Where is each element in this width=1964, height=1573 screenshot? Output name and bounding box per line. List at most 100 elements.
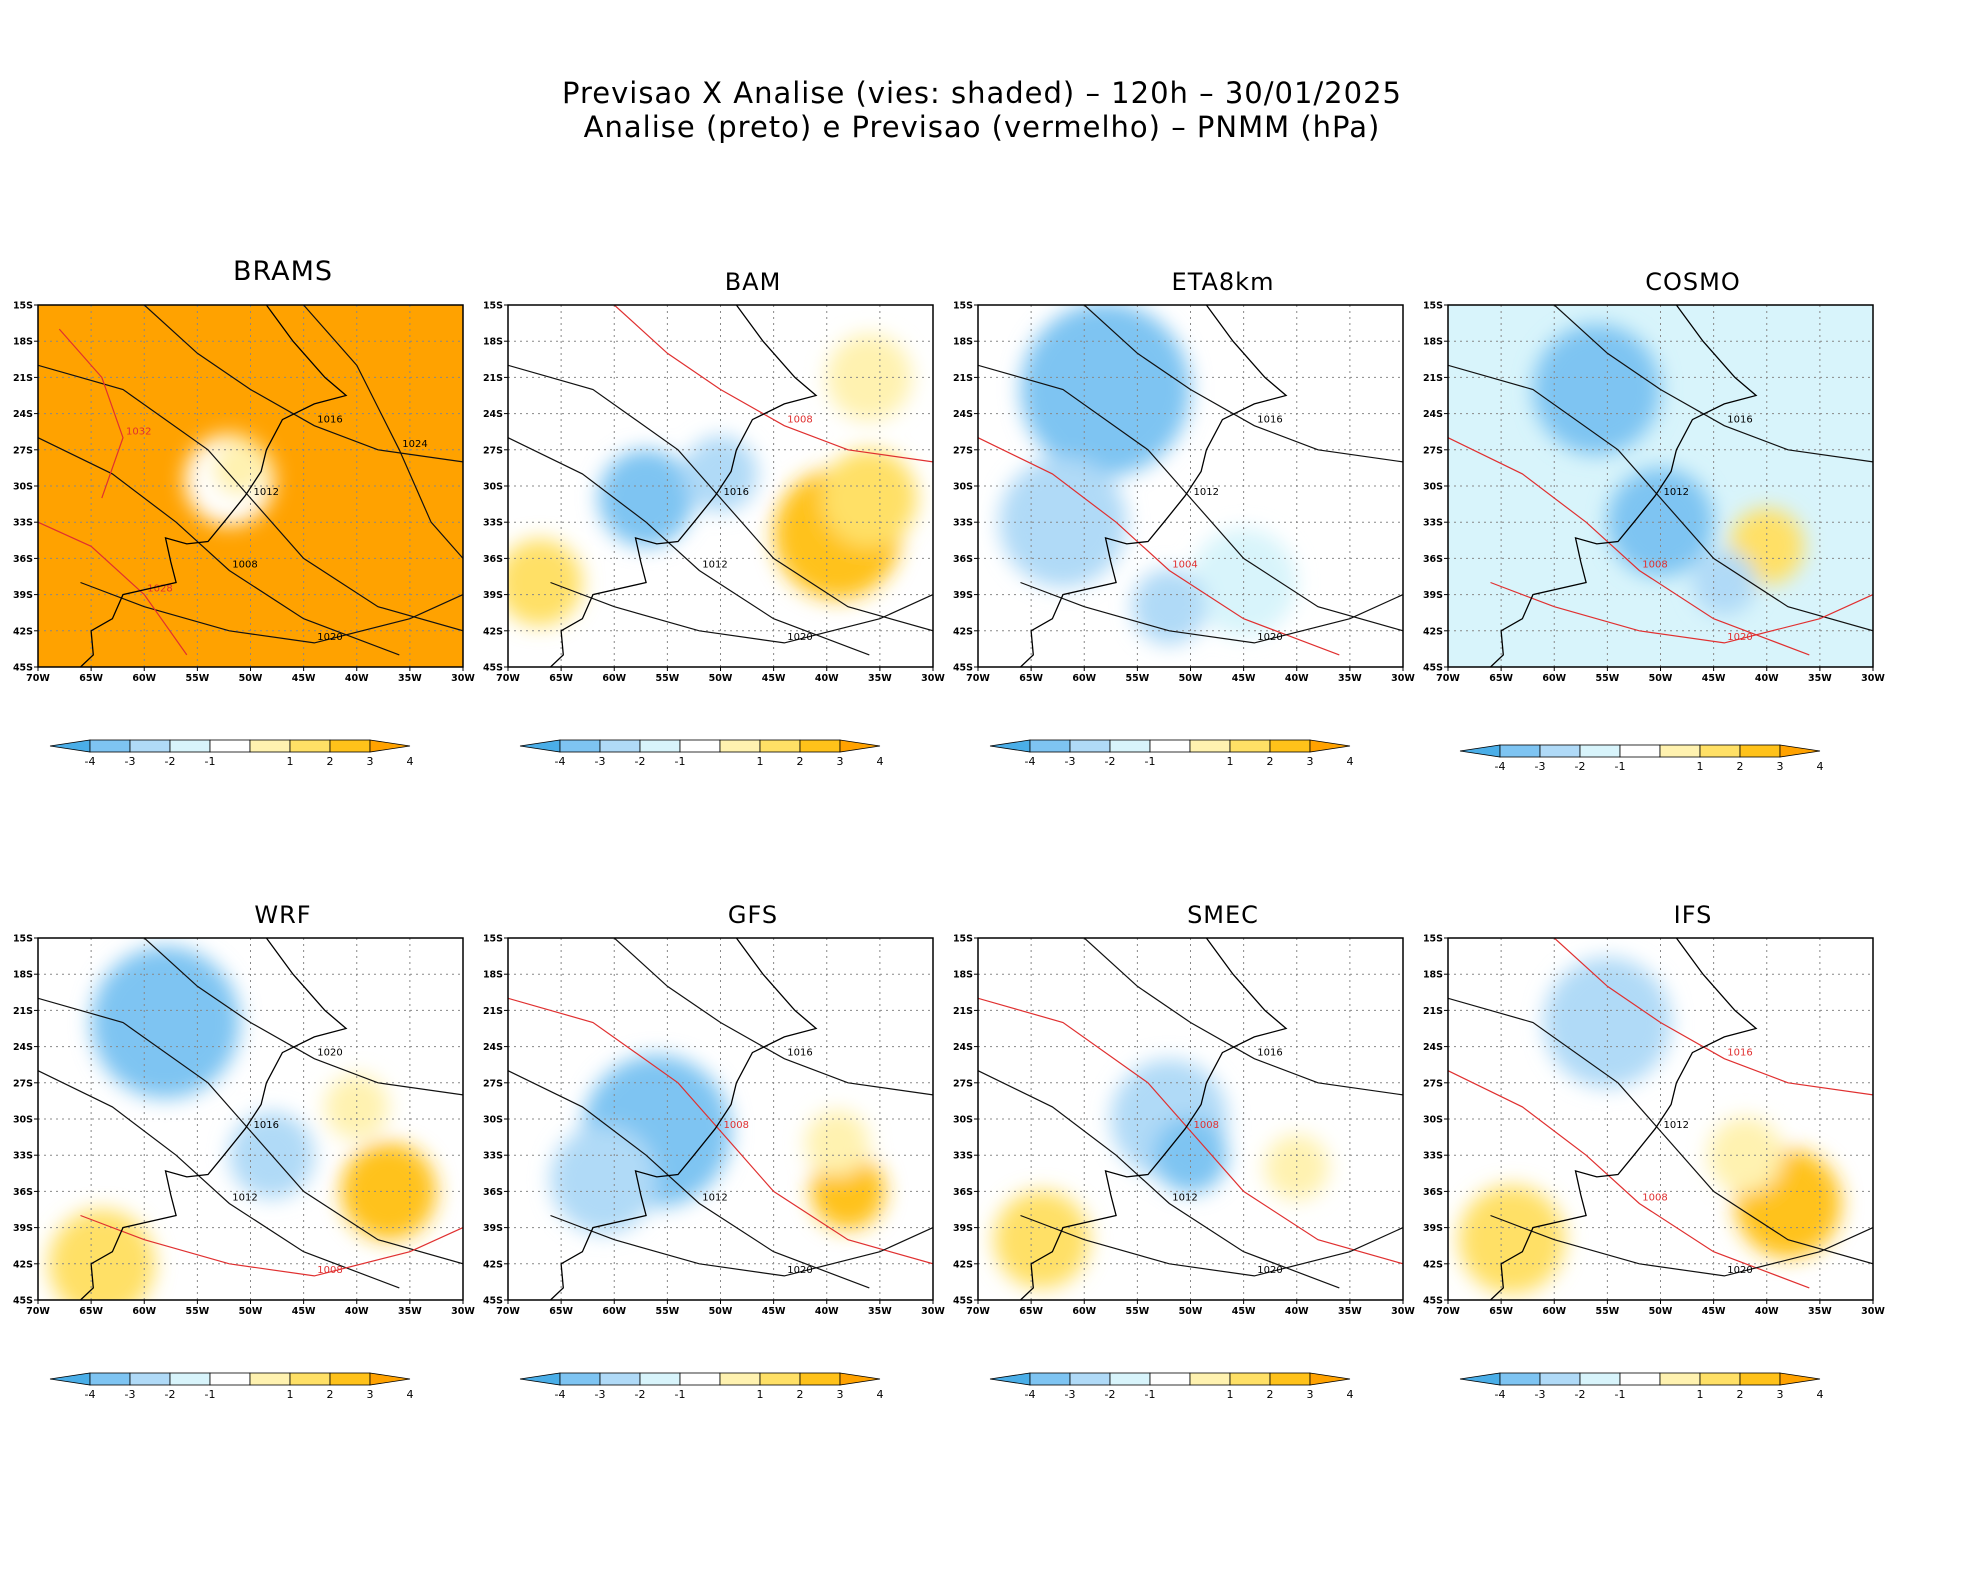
lon-tick-label: 55W — [1596, 673, 1620, 684]
lat-tick-label: 24S — [483, 1042, 503, 1053]
lon-tick-label: 35W — [398, 1306, 422, 1317]
lat-tick-label: 24S — [483, 409, 503, 420]
lon-tick-label: 55W — [186, 673, 210, 684]
coastline — [1490, 938, 1758, 1300]
colorbar-label: -3 — [125, 1388, 136, 1401]
colorbar-segment — [559, 1372, 601, 1386]
panel-title: BRAMS — [232, 256, 334, 287]
isobar-line — [508, 997, 933, 1265]
colorbar-label: -4 — [1495, 760, 1506, 773]
lon-tick-label: 30W — [1391, 1306, 1415, 1317]
isobar-line — [1448, 1070, 1810, 1289]
map-svg: 1012 1008 1016 1020 1024 1028 1032 15S 18S 21S 24S… — [13, 301, 475, 769]
lon-tick-label: 35W — [868, 1306, 892, 1317]
colorbar-segment — [989, 739, 1031, 753]
colorbar: -4 -3 -2 -1 1 2 3 4 — [989, 1372, 1354, 1401]
lat-tick-label: 21S — [953, 1006, 973, 1017]
lon-tick-label: 55W — [656, 1306, 680, 1317]
lat-tick-label: 27S — [13, 445, 33, 456]
map-panel-ifs: IFS 1012 1008 1016 1020 15S 18S 21S 24S 27S 30S 33S… — [1423, 853, 1918, 1573]
lat-tick-label: 30S — [953, 1115, 973, 1126]
lat-tick-label: 27S — [1423, 1078, 1443, 1089]
lat-tick-label: 18S — [483, 337, 503, 348]
lon-tick-label: 55W — [656, 673, 680, 684]
colorbar-label: 2 — [1267, 755, 1274, 768]
colorbar-label: -4 — [1495, 1388, 1506, 1401]
colorbar-label: 1 — [1697, 1388, 1704, 1401]
lat-tick-label: 21S — [13, 373, 33, 384]
colorbar-segment — [719, 1372, 761, 1386]
lat-tick-label: 21S — [953, 373, 973, 384]
lat-tick-label: 15S — [483, 934, 503, 945]
colorbar-segment — [89, 739, 131, 753]
isobar-line — [143, 305, 463, 463]
colorbar-label: 4 — [1817, 1388, 1824, 1401]
lat-tick-label: 27S — [953, 1078, 973, 1089]
colorbar-label: -1 — [205, 1388, 216, 1401]
lon-tick-label: 65W — [549, 673, 573, 684]
lat-tick-label: 24S — [953, 1042, 973, 1053]
colorbar-segment — [1189, 1372, 1231, 1386]
colorbar-label: 4 — [1347, 755, 1354, 768]
lat-tick-label: 33S — [953, 518, 973, 529]
colorbar-label: -2 — [1575, 1388, 1586, 1401]
colorbar-label: -2 — [635, 1388, 646, 1401]
colorbar-label: 3 — [1777, 760, 1784, 773]
colorbar-label: -1 — [1145, 1388, 1156, 1401]
colorbar-label: 1 — [757, 755, 764, 768]
isobar-label: 1016 — [724, 487, 749, 498]
panel-title: IFS — [1673, 901, 1713, 929]
lat-tick-label: 30S — [13, 1115, 33, 1126]
lat-tick-label: 42S — [1423, 626, 1443, 637]
coastline — [1490, 305, 1758, 667]
colorbar-label: 1 — [287, 755, 294, 768]
colorbar-segment — [1069, 739, 1111, 753]
isobar-line — [38, 364, 463, 632]
colorbar-segment — [599, 739, 641, 753]
panel-title: WRF — [254, 901, 312, 929]
bias-shade — [48, 1209, 155, 1300]
lon-tick-label: 50W — [1179, 1306, 1203, 1317]
lat-tick-label: 39S — [953, 1223, 973, 1234]
isobar-label: 1012 — [1172, 1192, 1197, 1203]
colorbar-segment — [249, 739, 291, 753]
colorbar-label: 4 — [877, 1388, 884, 1401]
lat-tick-label: 18S — [13, 337, 33, 348]
coastline — [1020, 938, 1288, 1300]
colorbar-label: 4 — [407, 1388, 414, 1401]
lat-tick-label: 39S — [1423, 590, 1443, 601]
lat-tick-label: 15S — [483, 301, 503, 312]
lon-tick-label: 30W — [451, 673, 475, 684]
isobar-label: 1016 — [1727, 415, 1752, 426]
colorbar-label: -4 — [555, 1388, 566, 1401]
coastline — [550, 305, 818, 667]
colorbar-label: -2 — [165, 1388, 176, 1401]
lon-tick-label: 50W — [1649, 1306, 1673, 1317]
isobar-label: 1008 — [232, 559, 257, 570]
isobar-line — [58, 328, 124, 499]
lon-tick-label: 40W — [345, 1306, 369, 1317]
isobar-label: 1020 — [1257, 632, 1282, 643]
coastline — [1020, 305, 1288, 667]
lon-tick-label: 70W — [966, 673, 990, 684]
lat-tick-label: 15S — [13, 934, 33, 945]
isobar-line — [38, 521, 188, 656]
isobar-line — [1490, 581, 1873, 644]
bias-shade — [1132, 568, 1207, 645]
lon-tick-label: 60W — [602, 1306, 626, 1317]
lat-tick-label: 33S — [13, 518, 33, 529]
isobar-line — [38, 997, 463, 1265]
lat-tick-label: 24S — [1423, 409, 1443, 420]
colorbar-segment — [369, 739, 411, 753]
lon-tick-label: 50W — [1649, 673, 1673, 684]
lat-tick-label: 39S — [953, 590, 973, 601]
panel-title: SMEC — [1187, 901, 1259, 929]
colorbar-segment — [839, 1372, 881, 1386]
colorbar-label: -3 — [1065, 755, 1076, 768]
lon-tick-label: 40W — [1285, 1306, 1309, 1317]
colorbar-segment — [169, 739, 211, 753]
coastline — [550, 938, 818, 1300]
isobar-line — [1553, 305, 1873, 463]
lat-tick-label: 15S — [13, 301, 33, 312]
colorbar-segment — [1309, 739, 1351, 753]
